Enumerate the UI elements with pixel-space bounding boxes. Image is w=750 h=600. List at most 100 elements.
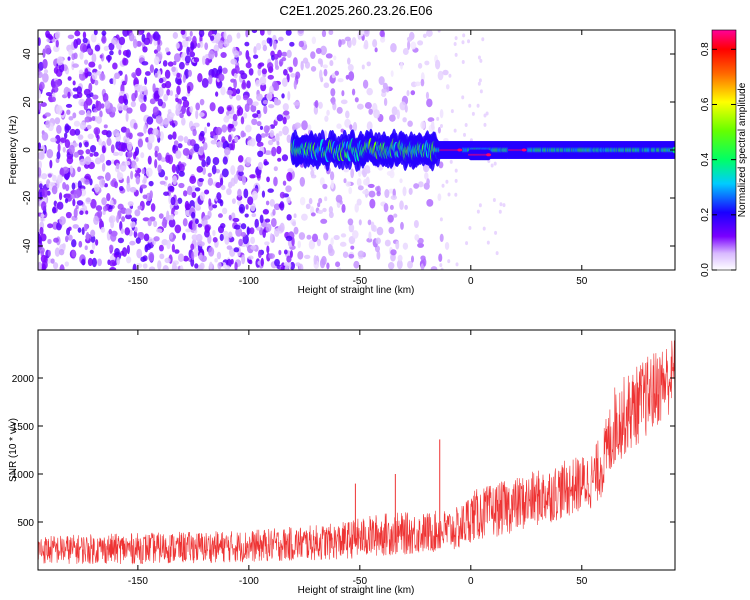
noise-cell — [209, 102, 216, 112]
noise-cell — [82, 37, 88, 44]
noise-cell — [220, 223, 226, 229]
noise-cell — [266, 245, 270, 254]
noise-cell — [144, 71, 151, 76]
noise-cell — [298, 232, 306, 240]
noise-cell — [383, 203, 389, 213]
noise-cell — [277, 157, 282, 162]
noise-cell — [108, 204, 113, 210]
noise-cell — [413, 183, 420, 189]
noise-cell — [188, 222, 192, 229]
noise-cell — [57, 143, 61, 153]
noise-cell — [49, 159, 53, 169]
spectrogram-signal-band — [290, 128, 675, 172]
noise-cell — [328, 30, 334, 36]
noise-cell — [85, 148, 91, 155]
noise-cell — [261, 68, 268, 75]
noise-cell — [111, 106, 117, 113]
noise-cell — [238, 203, 246, 214]
noise-cell — [143, 124, 147, 134]
noise-cell — [292, 221, 297, 227]
noise-cell — [262, 228, 266, 239]
noise-cell — [178, 61, 185, 70]
noise-cell — [118, 36, 126, 46]
noise-cell — [310, 51, 316, 60]
noise-cell — [498, 209, 502, 214]
noise-cell — [247, 255, 254, 260]
noise-cell — [417, 40, 424, 46]
noise-cell — [268, 104, 275, 109]
colorbar-tick-label: 0.4 — [700, 152, 711, 166]
noise-cell — [278, 59, 284, 66]
noise-cell — [124, 227, 131, 236]
noise-cell — [335, 194, 343, 203]
noise-cell — [263, 161, 270, 166]
noise-cell — [176, 72, 181, 78]
noise-cell — [67, 91, 71, 99]
noise-cell — [274, 258, 280, 267]
noise-cell — [149, 98, 156, 105]
noise-cell — [220, 52, 227, 58]
noise-cell — [233, 50, 240, 58]
noise-cell — [262, 100, 268, 105]
noise-cell — [63, 132, 68, 139]
noise-cell — [204, 224, 211, 234]
noise-cell — [83, 88, 91, 96]
noise-cell — [493, 161, 497, 166]
noise-cell — [204, 189, 210, 195]
noise-cell — [54, 79, 61, 87]
noise-cell — [89, 144, 97, 153]
noise-cell — [196, 166, 204, 173]
noise-cell — [203, 215, 211, 220]
noise-cell — [182, 232, 186, 241]
noise-cell — [467, 39, 471, 44]
noise-cell — [317, 58, 323, 65]
noise-cell — [420, 78, 425, 87]
noise-cell — [47, 223, 54, 229]
noise-cell — [413, 219, 419, 229]
colorbar-ticks: 0.0 0.2 0.4 0.6 0.8 — [700, 42, 736, 277]
noise-cell — [172, 144, 176, 151]
noise-cell — [243, 188, 249, 199]
noise-cell — [354, 97, 359, 103]
noise-cell — [267, 30, 272, 36]
noise-cell — [73, 151, 79, 158]
noise-cell — [461, 60, 465, 65]
noise-cell — [54, 247, 60, 257]
noise-cell — [142, 194, 148, 200]
noise-cell — [54, 31, 61, 40]
noise-cell — [137, 132, 144, 137]
noise-cell — [344, 118, 351, 128]
noise-cell — [175, 164, 180, 175]
noise-cell — [418, 181, 424, 188]
noise-cell — [304, 254, 311, 259]
noise-cell — [90, 235, 96, 243]
noise-cell — [272, 82, 280, 92]
noise-cell — [281, 51, 288, 57]
noise-cell — [193, 57, 200, 63]
noise-cell — [83, 100, 89, 111]
noise-cell — [67, 234, 73, 241]
noise-cell — [64, 261, 69, 267]
noise-cell — [84, 67, 89, 78]
noise-cell — [138, 30, 144, 35]
noise-cell — [173, 140, 179, 146]
noise-cell — [84, 179, 90, 185]
noise-cell — [347, 57, 351, 65]
noise-cell — [74, 128, 81, 136]
snr-y-label: SNR (10 * v/v) — [8, 418, 19, 482]
noise-cell — [189, 30, 193, 37]
noise-cell — [183, 136, 189, 144]
noise-cell — [299, 176, 306, 187]
noise-cell — [283, 110, 290, 116]
noise-cell — [38, 102, 42, 112]
noise-cell — [199, 146, 205, 155]
noise-cell — [156, 228, 163, 233]
noise-cell — [293, 213, 297, 219]
noise-cell — [182, 190, 188, 197]
noise-cell — [273, 97, 278, 106]
noise-cell — [148, 180, 154, 187]
noise-cell — [122, 30, 129, 37]
noise-cell — [126, 107, 133, 114]
noise-cell — [468, 103, 472, 108]
noise-cell — [256, 174, 261, 179]
